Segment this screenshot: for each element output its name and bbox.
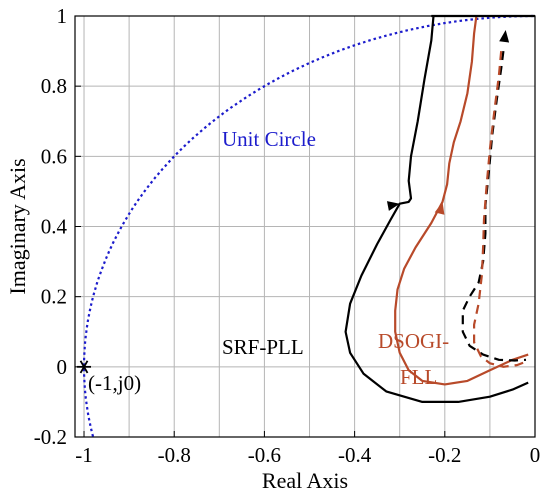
x-tick-label: -1 [75,443,93,467]
y-tick-label: 0 [57,355,68,379]
y-tick-label: 0.8 [41,74,67,98]
x-tick-label: -0.2 [428,443,461,467]
series-line-srf-pll-dashed-arrow [499,30,510,43]
annotation-label: DSOGI- [378,329,449,353]
y-tick-label: 0.4 [41,215,68,239]
annotation-label: FLL [400,365,437,389]
series-line-dsogi-fll-dashed [473,50,527,368]
grid [75,16,535,437]
y-tick-label: -0.2 [34,425,67,449]
series-line-srf-pll-arrow [386,201,400,211]
y-tick-label: 0.2 [41,285,67,309]
critical-point-stroke [79,360,89,374]
x-axis-label: Real Axis [262,468,348,493]
x-tick-label: -0.8 [158,443,191,467]
y-tick-label: 0.6 [41,144,67,168]
series-line-srf-pll-dashed [461,50,527,362]
annotation-label: Unit Circle [222,127,316,151]
series-line-srf-pll [344,15,529,403]
annotation-label: (-1,j0) [88,371,141,395]
series-line-dsogi-fll-arrow [434,201,445,215]
annotation-label: SRF-PLL [222,335,304,359]
x-tick-label: -0.4 [338,443,372,467]
critical-point-marker [77,360,92,374]
y-tick-label: 1 [57,4,68,28]
annotations: Unit Circle SRF-PLL DSOGI- FLL (-1,j0) [88,127,449,395]
x-tick-label: -0.6 [248,443,281,467]
axes: -1 -0.8 -0.6 -0.4 -0.2 0 -0.2 0 0.2 0.4 0.6 0.8 1 Rea… [5,4,540,493]
x-tick-label: 0 [530,443,541,467]
series [77,14,535,437]
series-line-dsogi-fll [394,15,529,386]
y-axis-label: Imaginary Axis [5,158,30,294]
